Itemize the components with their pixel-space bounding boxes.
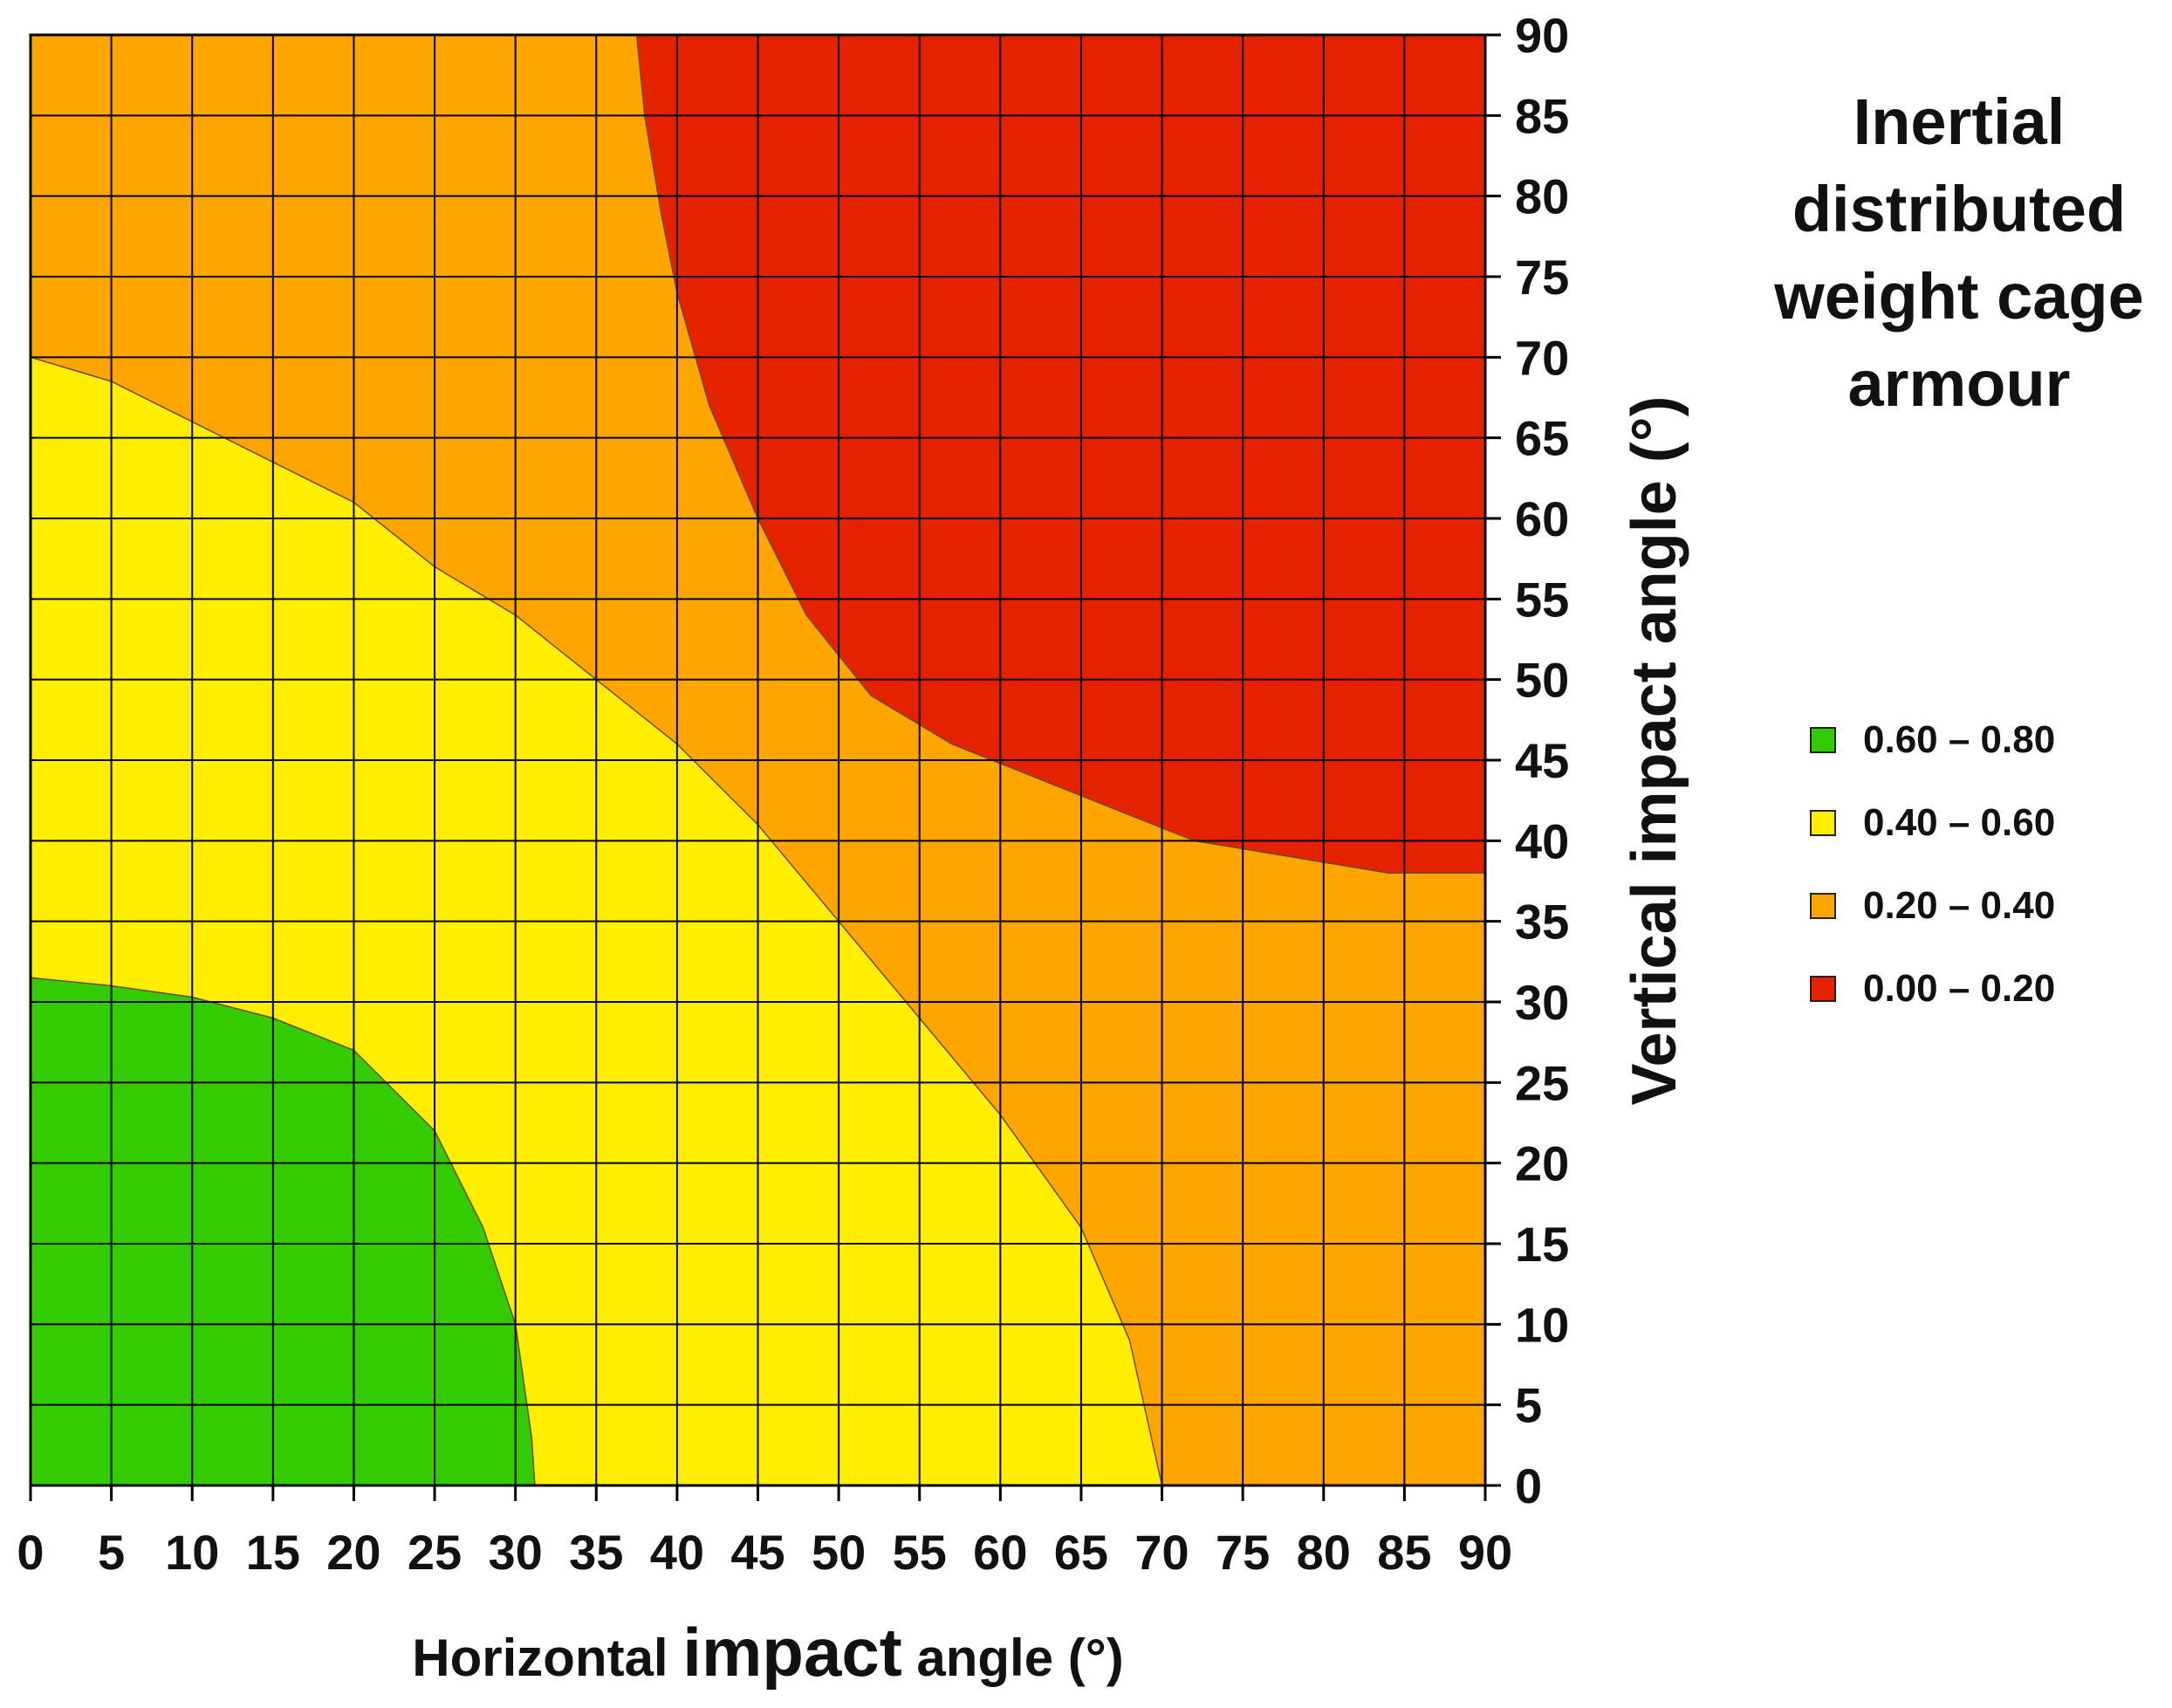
y-tick-label-90: 90 bbox=[1515, 8, 1569, 63]
x-tick-label-80: 80 bbox=[1297, 1525, 1351, 1580]
y-tick-label-60: 60 bbox=[1515, 491, 1569, 546]
y-tick-label-75: 75 bbox=[1515, 250, 1569, 305]
chart-title-line-1: Inertial bbox=[1853, 86, 2066, 158]
x-tick-label-40: 40 bbox=[650, 1525, 704, 1580]
y-axis-title: Vertical impact angle (°) bbox=[1620, 395, 1689, 1105]
x-tick-label-45: 45 bbox=[730, 1525, 785, 1580]
x-tick-label-85: 85 bbox=[1377, 1525, 1431, 1580]
legend-swatch-green bbox=[1810, 727, 1836, 753]
x-tick-label-25: 25 bbox=[408, 1525, 462, 1580]
x-tick-label-0: 0 bbox=[17, 1525, 44, 1580]
y-axis: 0 5 10 15 20 25 30 35 40 45 50 55 60 65 70 75 80 85 90 bbox=[1483, 8, 1569, 1513]
y-tick-label-20: 20 bbox=[1515, 1136, 1569, 1191]
chart-title-line-2: distributed bbox=[1792, 173, 2126, 245]
x-tick-label-50: 50 bbox=[812, 1525, 866, 1580]
x-tick-label-5: 5 bbox=[98, 1525, 125, 1580]
x-tick-label-55: 55 bbox=[893, 1525, 947, 1580]
x-axis-title: Horizontal impact angle (°) bbox=[412, 1614, 1123, 1691]
chart-title-line-4: armour bbox=[1848, 347, 2071, 420]
x-tick-label-65: 65 bbox=[1054, 1525, 1108, 1580]
y-tick-label-70: 70 bbox=[1515, 330, 1569, 385]
x-tick-label-30: 30 bbox=[489, 1525, 543, 1580]
x-axis-title-part-1: Horizontal bbox=[412, 1629, 682, 1687]
x-tick-label-20: 20 bbox=[326, 1525, 380, 1580]
x-axis: 0 5 10 15 20 25 30 35 40 45 50 55 60 65 70 75 80 85 90 bbox=[17, 1484, 1512, 1580]
legend-swatch-red bbox=[1810, 976, 1836, 1002]
legend-swatch-yellow bbox=[1810, 810, 1836, 836]
x-tick-label-15: 15 bbox=[246, 1525, 300, 1580]
legend-label-red: 0.00 – 0.20 bbox=[1863, 967, 2055, 1010]
x-axis-title-part-3: angle (°) bbox=[902, 1629, 1124, 1687]
legend-label-green: 0.60 – 0.80 bbox=[1863, 718, 2055, 761]
legend-swatch-orange bbox=[1810, 893, 1836, 919]
y-tick-label-30: 30 bbox=[1515, 975, 1569, 1030]
x-tick-label-35: 35 bbox=[569, 1525, 623, 1580]
x-tick-label-10: 10 bbox=[165, 1525, 219, 1580]
y-tick-label-0: 0 bbox=[1515, 1458, 1542, 1513]
x-tick-label-75: 75 bbox=[1216, 1525, 1270, 1580]
chart-title-line-3: weight cage bbox=[1773, 260, 2144, 333]
y-tick-label-25: 25 bbox=[1515, 1055, 1569, 1110]
x-tick-label-70: 70 bbox=[1134, 1525, 1189, 1580]
y-tick-label-50: 50 bbox=[1515, 653, 1569, 708]
y-tick-label-85: 85 bbox=[1515, 88, 1569, 143]
legend: 0.60 – 0.80 0.40 – 0.60 0.20 – 0.40 0.00… bbox=[1810, 718, 2055, 1010]
x-tick-label-90: 90 bbox=[1458, 1525, 1512, 1580]
legend-label-yellow: 0.40 – 0.60 bbox=[1863, 801, 2055, 844]
x-tick-label-60: 60 bbox=[973, 1525, 1027, 1580]
x-axis-title-part-2: impact bbox=[682, 1614, 901, 1691]
y-tick-label-40: 40 bbox=[1515, 813, 1569, 868]
grid bbox=[29, 33, 1487, 1487]
y-tick-label-5: 5 bbox=[1515, 1378, 1542, 1433]
y-tick-label-45: 45 bbox=[1515, 733, 1569, 788]
y-tick-label-65: 65 bbox=[1515, 411, 1569, 466]
chart-title: Inertial distributed weight cage armour bbox=[1773, 86, 2144, 420]
region-0.00-0.20 bbox=[635, 34, 1486, 875]
y-tick-label-55: 55 bbox=[1515, 572, 1569, 627]
y-tick-label-15: 15 bbox=[1515, 1217, 1569, 1272]
legend-label-orange: 0.20 – 0.40 bbox=[1863, 884, 2055, 927]
y-tick-label-10: 10 bbox=[1515, 1297, 1569, 1352]
y-tick-label-80: 80 bbox=[1515, 169, 1569, 224]
y-tick-label-35: 35 bbox=[1515, 895, 1569, 950]
